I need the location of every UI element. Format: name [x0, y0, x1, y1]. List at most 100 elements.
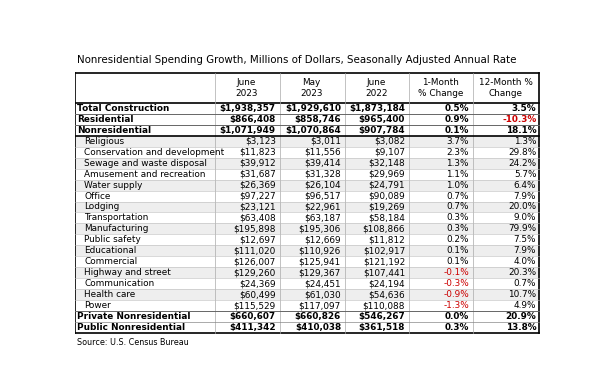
- Text: 0.9%: 0.9%: [445, 115, 469, 124]
- Text: $12,697: $12,697: [239, 235, 276, 244]
- Text: $11,823: $11,823: [239, 148, 276, 157]
- Text: 0.1%: 0.1%: [446, 257, 469, 266]
- Bar: [75, 201, 539, 212]
- Text: $96,517: $96,517: [304, 191, 341, 200]
- Text: $24,451: $24,451: [304, 279, 341, 288]
- Text: $410,038: $410,038: [295, 323, 341, 332]
- Text: 0.7%: 0.7%: [446, 191, 469, 200]
- Text: 20.9%: 20.9%: [506, 312, 536, 321]
- Text: $907,784: $907,784: [359, 126, 405, 135]
- Text: $63,408: $63,408: [239, 213, 276, 222]
- Text: 29.8%: 29.8%: [508, 148, 536, 157]
- Text: 79.9%: 79.9%: [508, 224, 536, 234]
- Text: $1,070,864: $1,070,864: [285, 126, 341, 135]
- Text: $12,669: $12,669: [304, 235, 341, 244]
- Text: 4.9%: 4.9%: [514, 301, 536, 310]
- Text: $24,369: $24,369: [239, 279, 276, 288]
- Text: 0.5%: 0.5%: [445, 104, 469, 113]
- Text: $411,342: $411,342: [229, 323, 276, 332]
- Text: Lodging: Lodging: [84, 203, 119, 212]
- Text: Sewage and waste disposal: Sewage and waste disposal: [84, 159, 207, 168]
- Text: $9,107: $9,107: [374, 148, 405, 157]
- Text: $24,791: $24,791: [368, 181, 405, 190]
- Text: $195,898: $195,898: [233, 224, 276, 234]
- Text: Transportation: Transportation: [84, 213, 149, 222]
- Text: 1.3%: 1.3%: [514, 137, 536, 146]
- Bar: [75, 245, 539, 256]
- Text: 9.0%: 9.0%: [514, 213, 536, 222]
- Text: 12-Month %
Change: 12-Month % Change: [479, 78, 533, 98]
- Text: 1.1%: 1.1%: [446, 169, 469, 179]
- Text: $11,812: $11,812: [368, 235, 405, 244]
- Text: 0.0%: 0.0%: [445, 312, 469, 321]
- Text: 1-Month
% Change: 1-Month % Change: [418, 78, 463, 98]
- Bar: [75, 289, 539, 300]
- Text: 7.9%: 7.9%: [514, 191, 536, 200]
- Bar: [75, 157, 539, 169]
- Text: $858,746: $858,746: [295, 115, 341, 124]
- Text: $22,961: $22,961: [304, 203, 341, 212]
- Text: $866,408: $866,408: [230, 115, 276, 124]
- Text: Private Nonresidential: Private Nonresidential: [77, 312, 191, 321]
- Text: $195,306: $195,306: [299, 224, 341, 234]
- Text: 0.3%: 0.3%: [446, 224, 469, 234]
- Text: 18.1%: 18.1%: [506, 126, 536, 135]
- Text: 1.3%: 1.3%: [446, 159, 469, 168]
- Text: $660,607: $660,607: [230, 312, 276, 321]
- Text: $29,969: $29,969: [368, 169, 405, 179]
- Text: -0.1%: -0.1%: [443, 268, 469, 277]
- Text: May
2023: May 2023: [301, 78, 323, 98]
- Text: Nonresidential: Nonresidential: [77, 126, 151, 135]
- Text: -10.3%: -10.3%: [502, 115, 536, 124]
- Text: $129,367: $129,367: [299, 268, 341, 277]
- Text: $117,097: $117,097: [299, 301, 341, 310]
- Text: $125,941: $125,941: [299, 257, 341, 266]
- Text: 3.5%: 3.5%: [512, 104, 536, 113]
- Text: 1.0%: 1.0%: [446, 181, 469, 190]
- Text: $1,929,610: $1,929,610: [285, 104, 341, 113]
- Text: 0.1%: 0.1%: [445, 126, 469, 135]
- Text: Commercial: Commercial: [84, 257, 137, 266]
- Text: Conservation and development: Conservation and development: [84, 148, 224, 157]
- Text: Residential: Residential: [77, 115, 134, 124]
- Text: $102,917: $102,917: [363, 246, 405, 256]
- Text: Manufacturing: Manufacturing: [84, 224, 149, 234]
- Text: 0.7%: 0.7%: [446, 203, 469, 212]
- Text: 7.5%: 7.5%: [514, 235, 536, 244]
- Text: $90,089: $90,089: [368, 191, 405, 200]
- Text: 0.7%: 0.7%: [514, 279, 536, 288]
- Text: 20.0%: 20.0%: [508, 203, 536, 212]
- Text: 7.9%: 7.9%: [514, 246, 536, 256]
- Text: 2.3%: 2.3%: [446, 148, 469, 157]
- Text: $126,007: $126,007: [233, 257, 276, 266]
- Text: Educational: Educational: [84, 246, 137, 256]
- Text: $546,267: $546,267: [358, 312, 405, 321]
- Text: $965,400: $965,400: [359, 115, 405, 124]
- Text: Public Nonresidential: Public Nonresidential: [77, 323, 185, 332]
- Text: $31,687: $31,687: [239, 169, 276, 179]
- Text: June
2023: June 2023: [235, 78, 258, 98]
- Text: 3.7%: 3.7%: [446, 137, 469, 146]
- Text: Office: Office: [84, 191, 110, 200]
- Text: $111,020: $111,020: [233, 246, 276, 256]
- Text: $110,088: $110,088: [362, 301, 405, 310]
- Text: Nonresidential Spending Growth, Millions of Dollars, Seasonally Adjusted Annual : Nonresidential Spending Growth, Millions…: [77, 55, 517, 65]
- Text: $24,194: $24,194: [368, 279, 405, 288]
- Text: Total Construction: Total Construction: [77, 104, 170, 113]
- Text: 6.4%: 6.4%: [514, 181, 536, 190]
- Text: 0.3%: 0.3%: [446, 213, 469, 222]
- Text: 20.3%: 20.3%: [508, 268, 536, 277]
- Text: $39,912: $39,912: [239, 159, 276, 168]
- Text: 24.2%: 24.2%: [508, 159, 536, 168]
- Text: $11,556: $11,556: [304, 148, 341, 157]
- Text: $26,104: $26,104: [304, 181, 341, 190]
- Text: Power: Power: [84, 301, 111, 310]
- Text: $3,082: $3,082: [374, 137, 405, 146]
- Text: 10.7%: 10.7%: [508, 290, 536, 299]
- Text: $32,148: $32,148: [368, 159, 405, 168]
- Text: $23,121: $23,121: [239, 203, 276, 212]
- Text: $660,826: $660,826: [295, 312, 341, 321]
- Text: $1,071,949: $1,071,949: [220, 126, 276, 135]
- Bar: [75, 223, 539, 234]
- Text: $1,873,184: $1,873,184: [349, 104, 405, 113]
